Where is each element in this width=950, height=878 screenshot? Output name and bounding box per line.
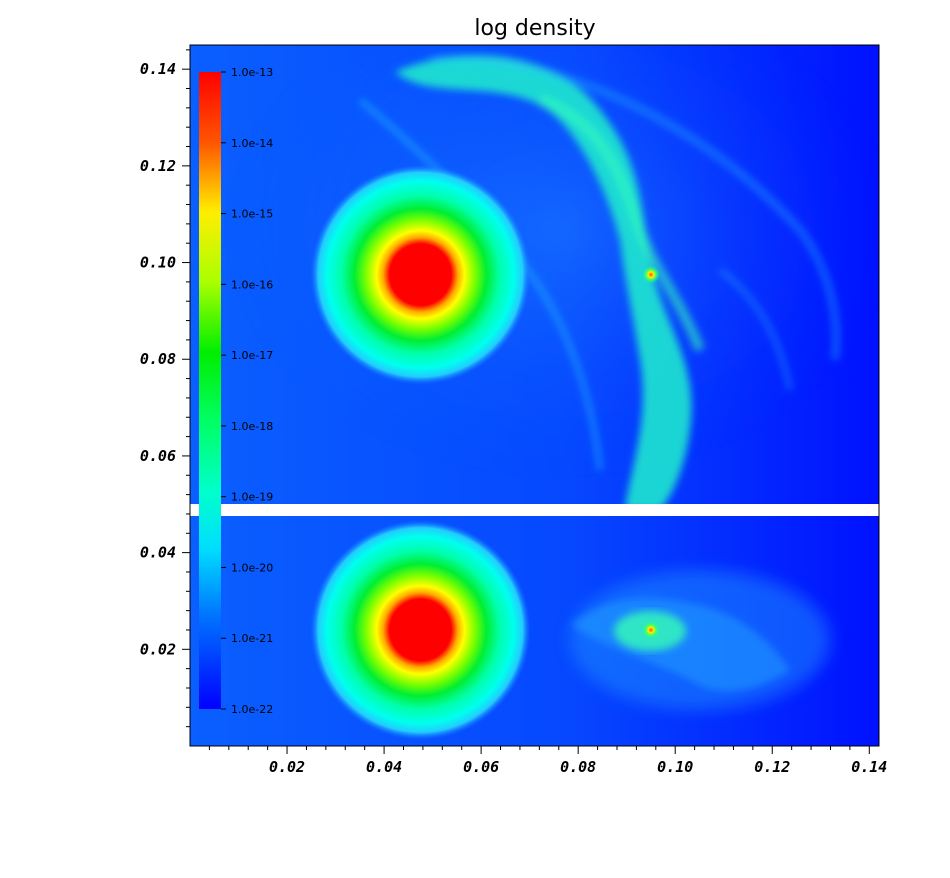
- x-tick-label: 0.04: [366, 758, 402, 776]
- lower-clump-core: [641, 620, 660, 639]
- upper-star-density-peak: [310, 164, 531, 385]
- y-tick-label: 0.14: [140, 60, 176, 78]
- colorbar: 1.0e-13 1.0e-14 1.0e-15 1.0e-16 1.0e-17 1.0e-…: [199, 66, 273, 716]
- x-tick-label: 0.10: [657, 758, 693, 776]
- colorbar-tick-label: 1.0e-15: [231, 208, 273, 221]
- colorbar-tick-label: 1.0e-17: [231, 349, 273, 362]
- upper-density-panel: [190, 45, 879, 504]
- x-tick-label: 0.02: [269, 758, 305, 776]
- x-axis: 0.02 0.04 0.06 0.08 0.10 0.12 0.14: [208, 746, 887, 776]
- x-tick-label: 0.14: [851, 758, 887, 776]
- colorbar-tick-label: 1.0e-14: [231, 137, 273, 150]
- y-tick-label: 0.06: [140, 447, 176, 465]
- y-tick-label: 0.12: [140, 157, 176, 175]
- y-axis: 0.02 0.04 0.06 0.08 0.10 0.12 0.14: [140, 49, 190, 728]
- colorbar-tick-label: 1.0e-16: [231, 278, 273, 291]
- y-tick-label: 0.08: [140, 350, 176, 368]
- y-tick-label: 0.02: [140, 640, 176, 658]
- x-tick-label: 0.12: [754, 758, 790, 776]
- colorbar-gradient: [199, 72, 221, 709]
- lower-star-density-peak: [310, 519, 531, 740]
- colorbar-tick-label: 1.0e-21: [231, 632, 273, 645]
- colorbar-tick-label: 1.0e-18: [231, 420, 273, 433]
- y-tick-label: 0.10: [140, 254, 176, 272]
- colorbar-ticks: 1.0e-13 1.0e-14 1.0e-15 1.0e-16 1.0e-17 1.0e-…: [221, 66, 273, 716]
- colorbar-tick-label: 1.0e-22: [231, 703, 273, 716]
- colorbar-tick-label: 1.0e-13: [231, 66, 273, 79]
- colorbar-tick-label: 1.0e-19: [231, 491, 273, 504]
- x-tick-label: 0.08: [560, 758, 596, 776]
- panel-separator: [190, 504, 879, 516]
- y-tick-label: 0.04: [140, 544, 176, 562]
- plot-frame: [189, 44, 880, 747]
- chart-title: log density: [474, 16, 595, 41]
- star-layer: [310, 164, 660, 740]
- upper-clump-core: [641, 265, 660, 284]
- lower-density-panel: [190, 516, 879, 746]
- colorbar-tick-label: 1.0e-20: [231, 561, 273, 574]
- x-tick-label: 0.06: [463, 758, 499, 776]
